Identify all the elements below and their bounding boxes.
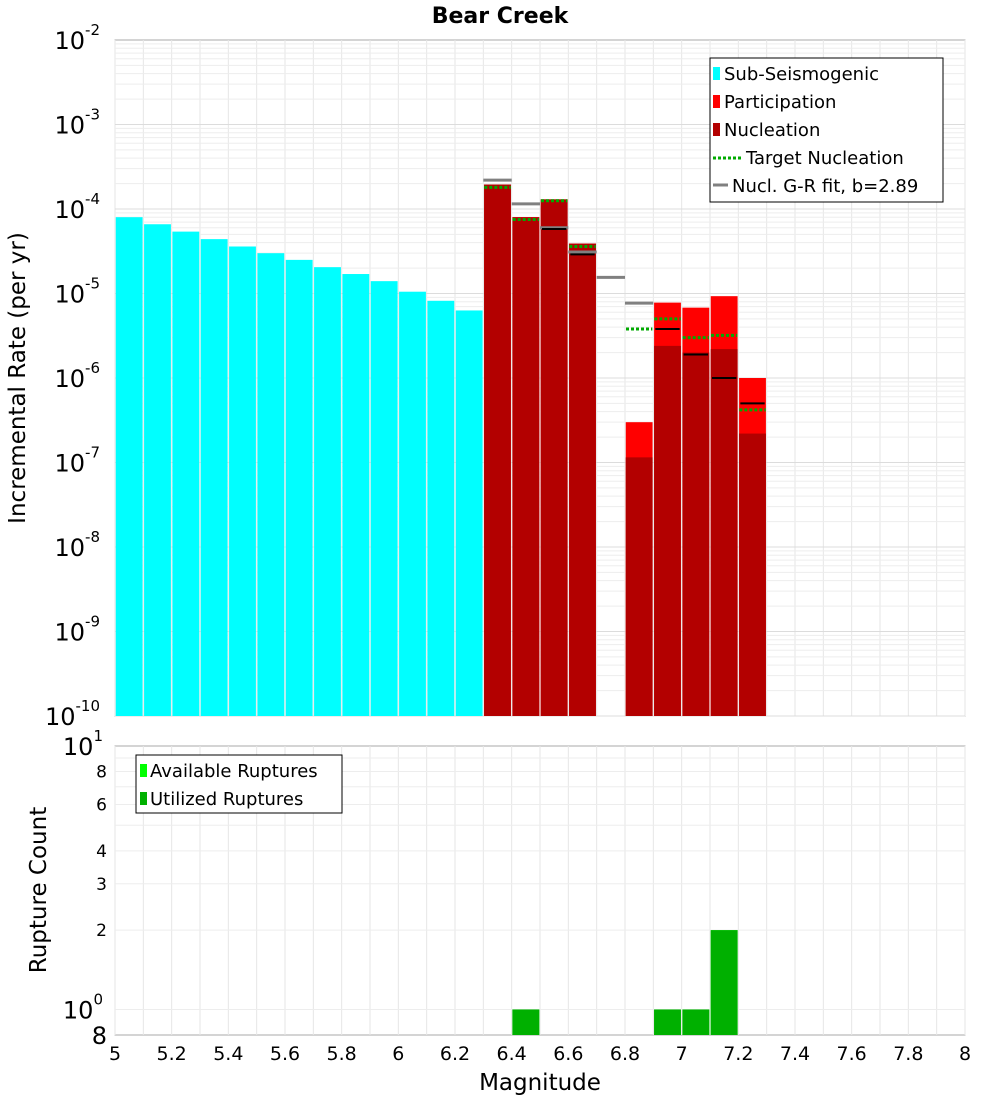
sub-seismogenic-bar [285, 259, 313, 716]
x-ticks: 5 5.2 5.4 5.6 5.8 6 6.2 6.4 6.6 6.8 7 7.2 7.4 7.6 7.8 8 [109, 1043, 971, 1065]
nucleation-bar [682, 352, 710, 716]
utilized-ruptures-bar [654, 1009, 681, 1035]
bottom-y-major-tick-label: 101 [63, 727, 103, 761]
nucleation-bar [540, 199, 568, 717]
bottom-legend: Available Ruptures Utilized Ruptures [135, 754, 343, 814]
x-tick-label: 7 [676, 1043, 688, 1065]
top-y-tick-label: 10-10 [45, 697, 100, 731]
bottom-y-major-tick-label: 100 [63, 990, 103, 1024]
nucleation-bar [654, 345, 681, 716]
bottom-grid [114, 746, 966, 1035]
legend-label-available: Available Ruptures [150, 761, 318, 782]
nucleation-bar [512, 217, 540, 716]
x-tick-label: 6.8 [610, 1043, 640, 1065]
sub-seismogenic-bar [342, 274, 370, 716]
sub-seismogenic-bar [427, 300, 455, 716]
bottom-bars [512, 930, 738, 1035]
sub-seismogenic-bar [229, 246, 256, 716]
legend-label-nucleation: Nucleation [724, 120, 820, 141]
nucleation-bar [739, 433, 766, 716]
utilized-ruptures-bar [682, 1009, 710, 1035]
legend-swatch-nucleation [713, 123, 720, 136]
sub-seismogenic-bar [172, 231, 200, 716]
x-tick-label: 5 [109, 1043, 121, 1065]
top-y-tick-label: 10-3 [54, 106, 100, 140]
sub-seismogenic-bar [115, 217, 143, 716]
bottom-y-tick-label: 6 [96, 795, 107, 815]
legend-label-sub-seismogenic: Sub-Seismogenic [724, 64, 879, 85]
top-legend: Sub-Seismogenic Participation Nucleation… [709, 57, 944, 203]
sub-seismogenic-bar [399, 291, 426, 716]
top-y-tick-label: 10-6 [54, 359, 100, 393]
legend-swatch-participation [713, 95, 720, 108]
x-tick-label: 6.6 [553, 1043, 583, 1065]
legend-label-gr-fit: Nucl. G-R fit, b=2.89 [732, 176, 918, 197]
bottom-y-axis-label: Rupture Count [26, 807, 52, 973]
legend-label-participation: Participation [724, 92, 836, 113]
bottom-legend-box [135, 754, 343, 814]
top-legend-box [709, 57, 944, 203]
sub-seismogenic-bar [144, 224, 171, 716]
top-y-tick-label: 10-8 [54, 528, 100, 562]
x-tick-label: 7.4 [780, 1043, 810, 1065]
top-y-tick-label: 10-4 [54, 190, 100, 224]
top-y-tick-label: 10-7 [54, 444, 100, 478]
top-bars [115, 184, 766, 717]
legend-swatch-sub-seismogenic [713, 67, 720, 80]
x-tick-label: 5.8 [327, 1043, 357, 1065]
utilized-ruptures-bar [710, 930, 738, 1035]
x-tick-label: 8 [959, 1043, 971, 1065]
sub-seismogenic-bar [370, 281, 398, 716]
x-tick-label: 6.4 [497, 1043, 527, 1065]
x-tick-label: 7.6 [837, 1043, 867, 1065]
top-markers [483, 178, 766, 412]
bottom-y-tick-label: 3 [96, 875, 107, 895]
sub-seismogenic-bar [257, 253, 285, 716]
bottom-y-floor-label: 8 [92, 1022, 107, 1050]
nucleation-bar [710, 349, 738, 716]
x-tick-label: 7.8 [893, 1043, 923, 1065]
legend-label-target-nucleation: Target Nucleation [745, 148, 904, 169]
x-axis-label: Magnitude [479, 1070, 601, 1096]
x-tick-label: 5.4 [213, 1043, 243, 1065]
nucleation-bar [625, 457, 653, 716]
top-y-tick-label: 10-5 [54, 275, 100, 309]
bottom-y-tick-label: 4 [96, 842, 107, 862]
x-tick-label: 5.6 [270, 1043, 300, 1065]
chart-title: Bear Creek [432, 4, 570, 29]
x-tick-label: 6 [392, 1043, 404, 1065]
x-tick-label: 6.2 [440, 1043, 470, 1065]
x-tick-label: 5.2 [157, 1043, 187, 1065]
top-y-axis-label: Incremental Rate (per yr) [5, 232, 31, 524]
bottom-y-tick-label: 8 [96, 763, 107, 783]
top-y-tick-label: 10-2 [54, 21, 100, 55]
legend-swatch-available [140, 764, 147, 777]
legend-swatch-utilized [140, 792, 147, 805]
sub-seismogenic-bar [200, 239, 228, 717]
utilized-ruptures-bar [512, 1009, 540, 1035]
sub-seismogenic-bar [455, 310, 483, 716]
x-tick-label: 7.2 [723, 1043, 753, 1065]
nucleation-bar [484, 184, 511, 717]
legend-label-utilized: Utilized Ruptures [150, 789, 303, 810]
sub-seismogenic-bar [314, 267, 341, 716]
nucleation-bar [569, 243, 596, 716]
top-y-ticks: 10-10 10-9 10-8 10-7 10-6 10-5 10-4 10-3 10-2 [45, 21, 100, 731]
bottom-y-tick-label: 2 [96, 921, 107, 941]
top-y-tick-label: 10-9 [54, 613, 100, 647]
